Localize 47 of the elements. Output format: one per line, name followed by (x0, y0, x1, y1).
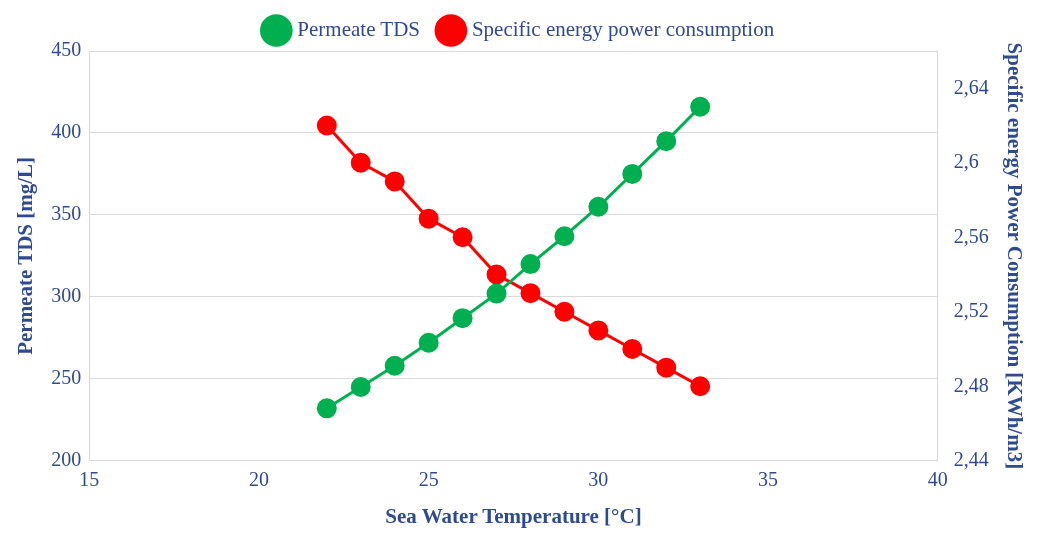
y2-tick-label: 2,48 (953, 373, 989, 396)
y2-tick-label: 2,64 (953, 75, 989, 98)
x-tick-label: 20 (248, 468, 269, 491)
y-tick-label: 250 (51, 366, 82, 389)
y-tick-label: 450 (51, 38, 82, 61)
point (656, 131, 677, 152)
y-tick-label: 400 (51, 120, 82, 143)
y2-tick-label: 2,56 (953, 224, 989, 247)
point (622, 339, 643, 360)
y-tick-label: 300 (51, 284, 82, 307)
y2-tick-label: 2,52 (953, 299, 989, 322)
point (418, 332, 439, 353)
point (656, 357, 677, 378)
x-tick-label: 35 (758, 468, 779, 491)
x-tick-label: 15 (79, 468, 100, 491)
point (316, 115, 337, 136)
point (452, 227, 473, 248)
y-axis-title: Permeate TDS [mg/L] (13, 156, 38, 355)
point (384, 355, 405, 376)
point (588, 320, 609, 341)
y-tick-label: 350 (51, 202, 82, 225)
point (520, 283, 541, 304)
y-tick-label: 200 (51, 448, 82, 471)
point (350, 377, 371, 398)
point (554, 226, 575, 247)
point (486, 264, 507, 285)
point (418, 208, 439, 229)
point (622, 163, 643, 184)
x-tick-label: 40 (927, 468, 948, 491)
y2-tick-label: 2,6 (953, 150, 979, 173)
point (520, 254, 541, 275)
x-axis-title: Sea Water Temperature [°C] (385, 503, 642, 528)
point (452, 308, 473, 329)
point (554, 301, 575, 322)
point (588, 196, 609, 217)
point (316, 398, 337, 419)
x-tick-label: 30 (588, 468, 609, 491)
point (350, 152, 371, 173)
point (384, 171, 405, 192)
y2-tick-label: 2,44 (953, 448, 989, 471)
point (486, 283, 507, 304)
legend-label: Specific energy power consumption (471, 17, 775, 42)
y2-axis-title: Specific energy Power Consumption [KWh/m3] (1002, 42, 1027, 470)
legend-label: Permeate TDS (297, 17, 421, 42)
point (690, 96, 711, 117)
x-tick-label: 25 (418, 468, 439, 491)
point (690, 376, 711, 397)
